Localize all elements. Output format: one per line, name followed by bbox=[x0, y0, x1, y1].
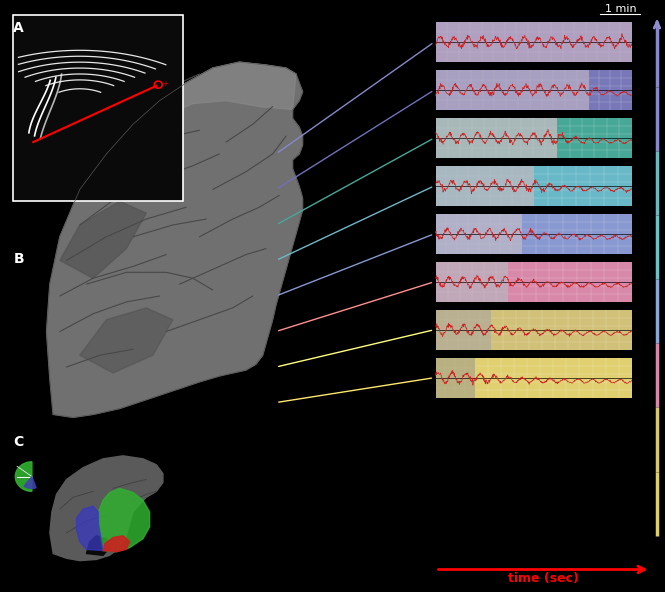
Bar bbox=[436, 166, 534, 206]
Bar bbox=[522, 214, 632, 254]
Polygon shape bbox=[98, 488, 150, 552]
Polygon shape bbox=[106, 62, 296, 154]
Bar bbox=[491, 310, 632, 350]
Bar bbox=[534, 166, 632, 206]
Polygon shape bbox=[80, 308, 173, 373]
Text: time (sec): time (sec) bbox=[507, 572, 579, 585]
Bar bbox=[13, 15, 183, 201]
Polygon shape bbox=[50, 456, 163, 561]
Polygon shape bbox=[24, 477, 36, 488]
Bar bbox=[436, 358, 475, 398]
Bar bbox=[436, 310, 491, 350]
Polygon shape bbox=[76, 506, 103, 551]
Text: 1 min: 1 min bbox=[604, 4, 636, 14]
Bar bbox=[436, 214, 522, 254]
Polygon shape bbox=[103, 536, 130, 552]
Bar bbox=[436, 70, 589, 110]
Text: eccentricity: eccentricity bbox=[664, 239, 665, 317]
Bar bbox=[557, 118, 632, 158]
Polygon shape bbox=[47, 62, 303, 417]
Text: C: C bbox=[13, 435, 23, 449]
Text: +: + bbox=[162, 81, 168, 87]
Bar bbox=[436, 22, 632, 62]
Bar bbox=[436, 118, 557, 158]
Bar bbox=[436, 262, 508, 302]
Polygon shape bbox=[60, 201, 146, 278]
Bar bbox=[589, 70, 632, 110]
Polygon shape bbox=[86, 536, 110, 555]
Text: A: A bbox=[13, 21, 24, 35]
Text: B: B bbox=[13, 252, 24, 266]
Polygon shape bbox=[15, 462, 32, 491]
Bar bbox=[508, 262, 632, 302]
Bar bbox=[475, 358, 632, 398]
